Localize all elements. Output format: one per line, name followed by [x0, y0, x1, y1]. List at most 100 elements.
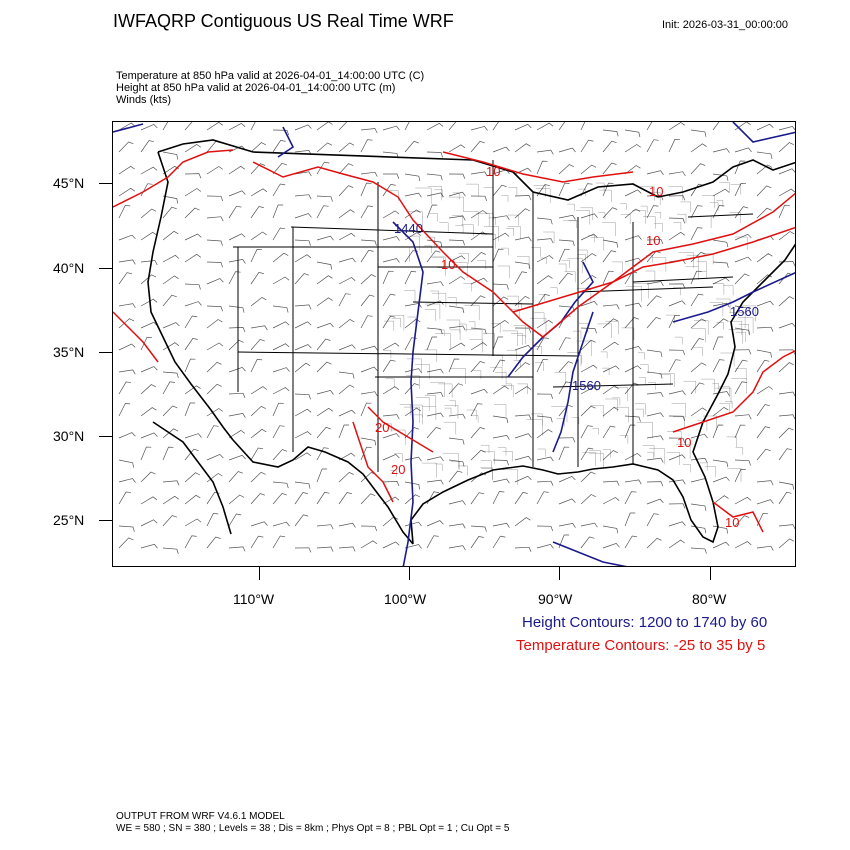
- county-line: [567, 352, 582, 367]
- lon-tick: [409, 567, 410, 580]
- county-line: [729, 212, 741, 224]
- county-line: [621, 327, 635, 341]
- county-line: [677, 214, 687, 224]
- county-line: [406, 358, 422, 374]
- wind-barb: [536, 149, 554, 155]
- wind-barb: [580, 300, 598, 307]
- wind-barb: [360, 294, 375, 307]
- wind-barb: [360, 446, 372, 461]
- county-line: [693, 347, 703, 357]
- wind-barb: [558, 361, 574, 373]
- wind-barb: [382, 270, 394, 285]
- wind-barb: [382, 258, 400, 263]
- wind-barb: [624, 144, 642, 153]
- lat-label-25: 25°N: [53, 512, 85, 528]
- county-line: [502, 451, 513, 462]
- county-line: [740, 305, 756, 322]
- wind-barb: [668, 521, 686, 527]
- wind-barb: [558, 272, 573, 285]
- wind-barb: [646, 122, 653, 131]
- county-line: [734, 236, 748, 250]
- county-line: [633, 283, 649, 299]
- county-line: [501, 247, 509, 256]
- wind-barb: [536, 544, 554, 549]
- county-line: [533, 185, 546, 198]
- wind-barb: [140, 543, 158, 549]
- county-line: [481, 468, 493, 480]
- wind-barb: [580, 327, 597, 334]
- wind-barb: [646, 435, 664, 441]
- wind-barb: [338, 277, 356, 285]
- temperature-contour-label: 10: [486, 164, 500, 179]
- wind-barb: [316, 468, 328, 483]
- wind-barb: [294, 194, 312, 200]
- county-line: [659, 374, 671, 386]
- wind-barb: [250, 231, 267, 241]
- wind-barb: [162, 206, 177, 219]
- wind-barb: [360, 315, 373, 329]
- wind-barb: [118, 343, 136, 351]
- wind-barb: [602, 270, 614, 285]
- wind-barb: [580, 164, 597, 175]
- wind-barb: [624, 208, 641, 219]
- wind-barb: [756, 300, 774, 307]
- wind-barb: [712, 148, 730, 153]
- wind-barb: [272, 492, 287, 505]
- wind-barb: [426, 173, 443, 181]
- wind-barb: [118, 537, 134, 549]
- county-line: [686, 255, 699, 268]
- county-line: [424, 245, 432, 254]
- wind-barb: [228, 413, 246, 418]
- county-line: [394, 246, 410, 262]
- wind-barb: [316, 261, 333, 270]
- wind-barb: [140, 231, 158, 241]
- wind-barb: [580, 139, 594, 153]
- wind-barb: [470, 403, 483, 417]
- county-line: [638, 377, 646, 384]
- wind-barb: [470, 210, 488, 219]
- wind-barb: [184, 207, 200, 219]
- county-line: [477, 260, 486, 270]
- wind-barb: [426, 426, 441, 439]
- wind-barb: [382, 359, 396, 373]
- county-line: [605, 398, 618, 412]
- wind-barb: [690, 163, 706, 175]
- county-line: [723, 285, 734, 296]
- county-line: [491, 355, 503, 367]
- county-line: [461, 224, 474, 237]
- county-line: [635, 408, 644, 418]
- wind-barb: [118, 318, 135, 329]
- wind-barb: [228, 366, 246, 373]
- wind-barb: [228, 327, 246, 333]
- county-line: [502, 469, 518, 486]
- wind-barb: [184, 253, 202, 263]
- wind-barb: [404, 271, 417, 285]
- wind-barb: [316, 524, 334, 530]
- county-line: [516, 256, 530, 269]
- wind-barb: [558, 147, 576, 153]
- wind-barb: [602, 450, 618, 461]
- wind-barb: [492, 385, 509, 395]
- wind-barb: [426, 281, 444, 287]
- wind-barb: [712, 318, 729, 329]
- wind-barb: [426, 122, 444, 131]
- county-line: [558, 263, 567, 272]
- wind-barb: [206, 195, 224, 202]
- wind-barb: [558, 437, 576, 443]
- wind-barb: [756, 185, 772, 197]
- wind-barb: [558, 381, 571, 395]
- county-line: [384, 320, 394, 331]
- wind-barb: [294, 393, 311, 400]
- wind-barb: [514, 386, 532, 395]
- county-line: [497, 265, 510, 279]
- temperature-contours: [113, 149, 795, 533]
- wind-barb: [184, 233, 202, 241]
- wind-barb: [426, 250, 441, 263]
- wind-barb: [712, 239, 729, 248]
- wind-barb: [690, 293, 704, 307]
- county-line: [424, 349, 437, 363]
- county-line: [450, 368, 466, 384]
- county-line: [510, 333, 523, 346]
- county-line: [446, 319, 461, 334]
- wind-barb: [690, 318, 707, 329]
